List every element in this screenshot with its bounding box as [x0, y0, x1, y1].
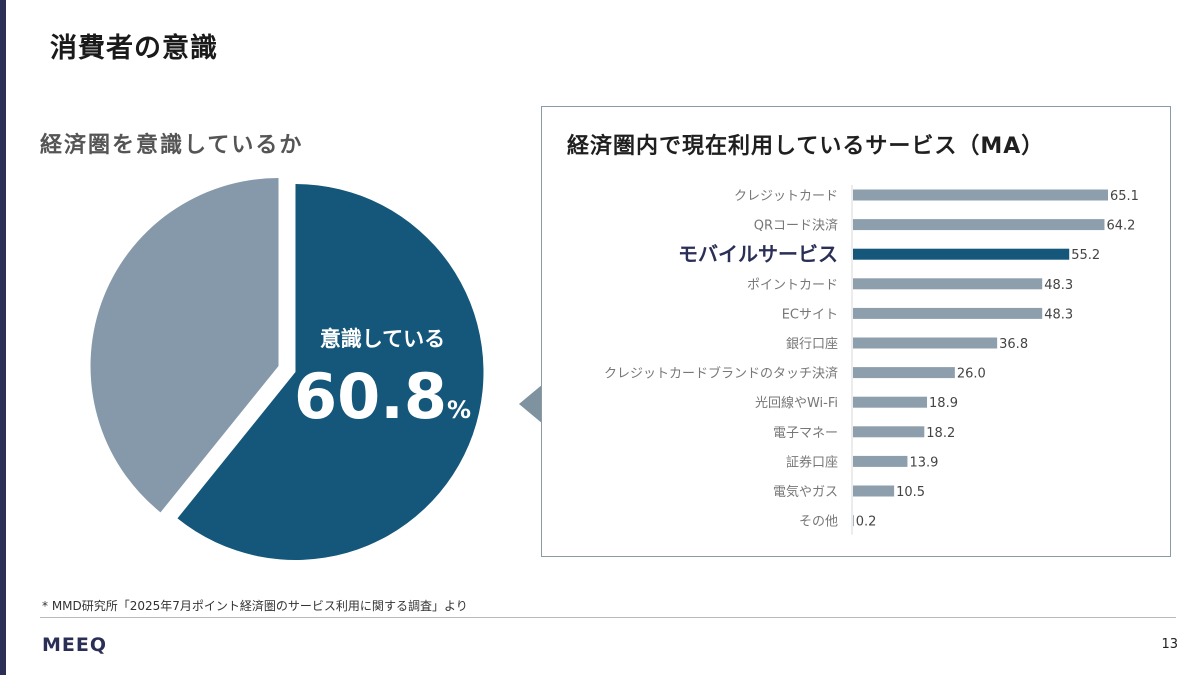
bar-value-label: 64.2: [1106, 219, 1135, 234]
pie-percent-number: 60.8: [293, 360, 447, 433]
bar-mark: [853, 189, 1108, 201]
bar-chart-title: 経済圏内で現在利用しているサービス（MA）: [567, 134, 1045, 159]
bar-mark: [853, 396, 928, 408]
bar-category-label: 銀行口座: [786, 337, 838, 352]
pie-center-value: 60.8%: [290, 360, 475, 433]
bar-value-label: 48.3: [1044, 307, 1073, 322]
bar-category-label: ポイントカード: [747, 278, 838, 293]
bar-category-label: 電気やガス: [773, 484, 838, 500]
footnote: * MMD研究所「2025年7月ポイント経済圏のサービス利用に関する調査」より: [42, 599, 468, 613]
bar-value-label: 48.3: [1044, 278, 1073, 293]
bar-category-label: クレジットカード: [734, 189, 838, 204]
pie-chart-title: 経済圏を意識しているか: [40, 133, 304, 158]
bar-mark: [853, 367, 955, 379]
bar-mark: [853, 485, 895, 497]
bar-mark: [853, 248, 1070, 260]
bar-mark: [853, 426, 925, 438]
bar-category-label: クレジットカードブランドのタッチ決済: [604, 366, 838, 382]
bar-value-label: 13.9: [909, 455, 938, 470]
bar-value-label: 26.0: [957, 367, 986, 382]
company-logo: MEEQ: [42, 634, 108, 656]
footer-divider: [40, 617, 1176, 618]
bar-category-label: 証券口座: [786, 454, 838, 470]
bar-category-label: QRコード決済: [754, 218, 838, 234]
callout-arrow: [519, 384, 543, 424]
bar-chart-panel: [541, 106, 1171, 557]
pie-center-label: 意識している: [319, 327, 446, 351]
bar-category-label: 電子マネー: [773, 426, 838, 441]
pie-percent-sign: %: [446, 396, 472, 424]
bar-category-label: ECサイト: [782, 307, 838, 322]
bar-value-label: 10.5: [896, 485, 925, 500]
page-number: 13: [1161, 637, 1178, 652]
page-title: 消費者の意識: [50, 33, 218, 64]
bar-value-label: 65.1: [1110, 189, 1139, 204]
pie-slice-aware: [177, 183, 484, 560]
bar-mark: [853, 307, 1043, 319]
bar-value-label: 55.2: [1071, 248, 1100, 263]
bar-category-label: その他: [799, 515, 838, 530]
bar-mark: [853, 219, 1105, 231]
left-accent-bar: [0, 0, 6, 675]
bar-value-label: 0.2: [856, 515, 877, 530]
bar-value-label: 36.8: [999, 337, 1028, 352]
bar-mark: [853, 515, 854, 527]
bar-mark: [853, 337, 998, 349]
pie-slice-other: [90, 178, 279, 513]
bar-value-label: 18.2: [926, 426, 955, 441]
bar-category-label: 光回線やWi-Fi: [755, 395, 838, 411]
bar-value-label: 18.9: [929, 396, 958, 411]
bar-mark: [853, 455, 908, 467]
bar-category-label: モバイルサービス: [678, 242, 838, 266]
bar-mark: [853, 278, 1043, 290]
